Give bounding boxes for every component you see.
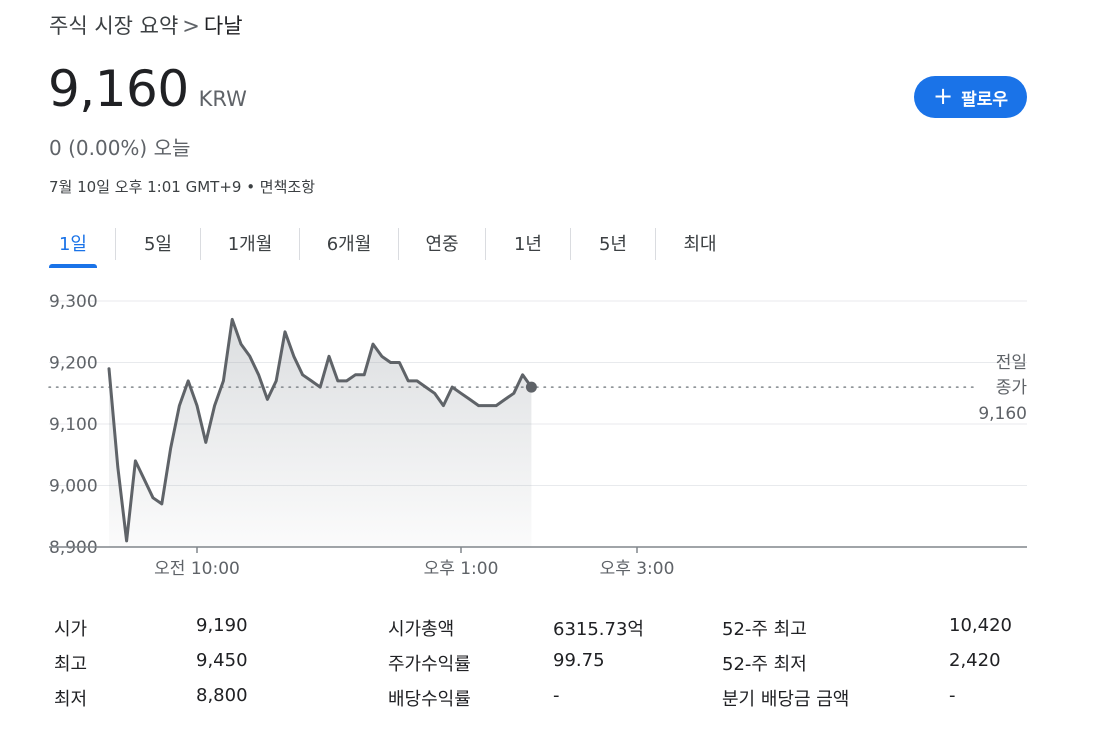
currency-code: KRW <box>198 87 247 111</box>
follow-button[interactable]: + 팔로우 <box>914 76 1027 118</box>
y-tick-label: 8,900 <box>49 538 98 558</box>
tab-max[interactable]: 최대 <box>683 234 717 255</box>
breadcrumb-parent-link[interactable]: 주식 시장 요약 <box>49 14 179 38</box>
stat-label: 배당수익률 <box>388 689 471 710</box>
stat-label: 시가총액 <box>388 619 455 640</box>
breadcrumb: 주식 시장 요약 > 다날 <box>49 10 243 40</box>
tab-divider <box>485 228 486 260</box>
stat-value: - <box>949 685 956 706</box>
quote-timestamp: 7월 10일 오후 1:01 GMT+9 • 면책조항 <box>49 178 316 196</box>
x-tick-label: 오전 10:00 <box>154 559 240 579</box>
stat-label: 최고 <box>54 654 88 675</box>
stat-value: 8,800 <box>196 685 248 706</box>
stat-value: 2,420 <box>949 650 1001 671</box>
tab-divider <box>200 228 201 260</box>
tab-ytd[interactable]: 연중 <box>425 234 459 255</box>
stat-label: 분기 배당금 금액 <box>722 689 850 710</box>
y-tick-label: 9,300 <box>49 292 98 312</box>
y-tick-label: 9,100 <box>49 415 98 435</box>
y-tick-label: 9,000 <box>49 477 98 497</box>
price-series-line <box>107 317 533 543</box>
tab-divider <box>398 228 399 260</box>
stat-value: 9,450 <box>196 650 248 671</box>
previous-close-value: 9,160 <box>978 404 1027 424</box>
tab-divider <box>570 228 571 260</box>
tab-1-month[interactable]: 1개월 <box>227 234 273 255</box>
tab-divider <box>299 228 300 260</box>
follow-button-label: 팔로우 <box>961 89 1009 110</box>
stat-value: 10,420 <box>949 615 1012 636</box>
stat-label: 주가수익률 <box>388 654 471 675</box>
stat-value: - <box>553 685 560 706</box>
stat-value: 9,190 <box>196 615 248 636</box>
tab-5-day[interactable]: 5일 <box>143 234 172 255</box>
stat-label: 52-주 최저 <box>722 654 807 675</box>
x-tick-label: 오후 3:00 <box>600 559 675 579</box>
stat-label: 최저 <box>54 689 88 710</box>
previous-close-label: 전일 <box>996 353 1027 373</box>
current-price: 9,160 <box>48 60 189 118</box>
stat-label: 52-주 최고 <box>722 619 807 640</box>
price-area-fill <box>109 319 532 547</box>
tab-6-month[interactable]: 6개월 <box>326 234 372 255</box>
breadcrumb-current: 다날 <box>203 14 243 38</box>
x-tick-label: 오후 1:00 <box>424 559 499 579</box>
last-price-dot <box>525 381 537 393</box>
stat-label: 시가 <box>54 619 88 640</box>
tab-divider <box>655 228 656 260</box>
plus-icon: + <box>932 82 954 110</box>
previous-close-label: 종가 <box>996 378 1028 398</box>
stat-value: 99.75 <box>553 650 605 671</box>
y-tick-label: 9,200 <box>49 354 98 374</box>
tab-5-year[interactable]: 5년 <box>598 234 627 255</box>
tab-divider <box>115 228 116 260</box>
tab-1-day[interactable]: 1일 <box>49 226 97 268</box>
tab-1-year[interactable]: 1년 <box>513 234 542 255</box>
stat-value: 6315.73억 <box>553 619 644 640</box>
price-row: 9,160 KRW <box>48 60 247 118</box>
price-change: 0 (0.00%) 오늘 <box>49 136 191 160</box>
range-tabs: 1일 5일 1개월 6개월 연중 1년 5년 최대 <box>49 226 744 268</box>
breadcrumb-separator: > <box>182 14 200 38</box>
